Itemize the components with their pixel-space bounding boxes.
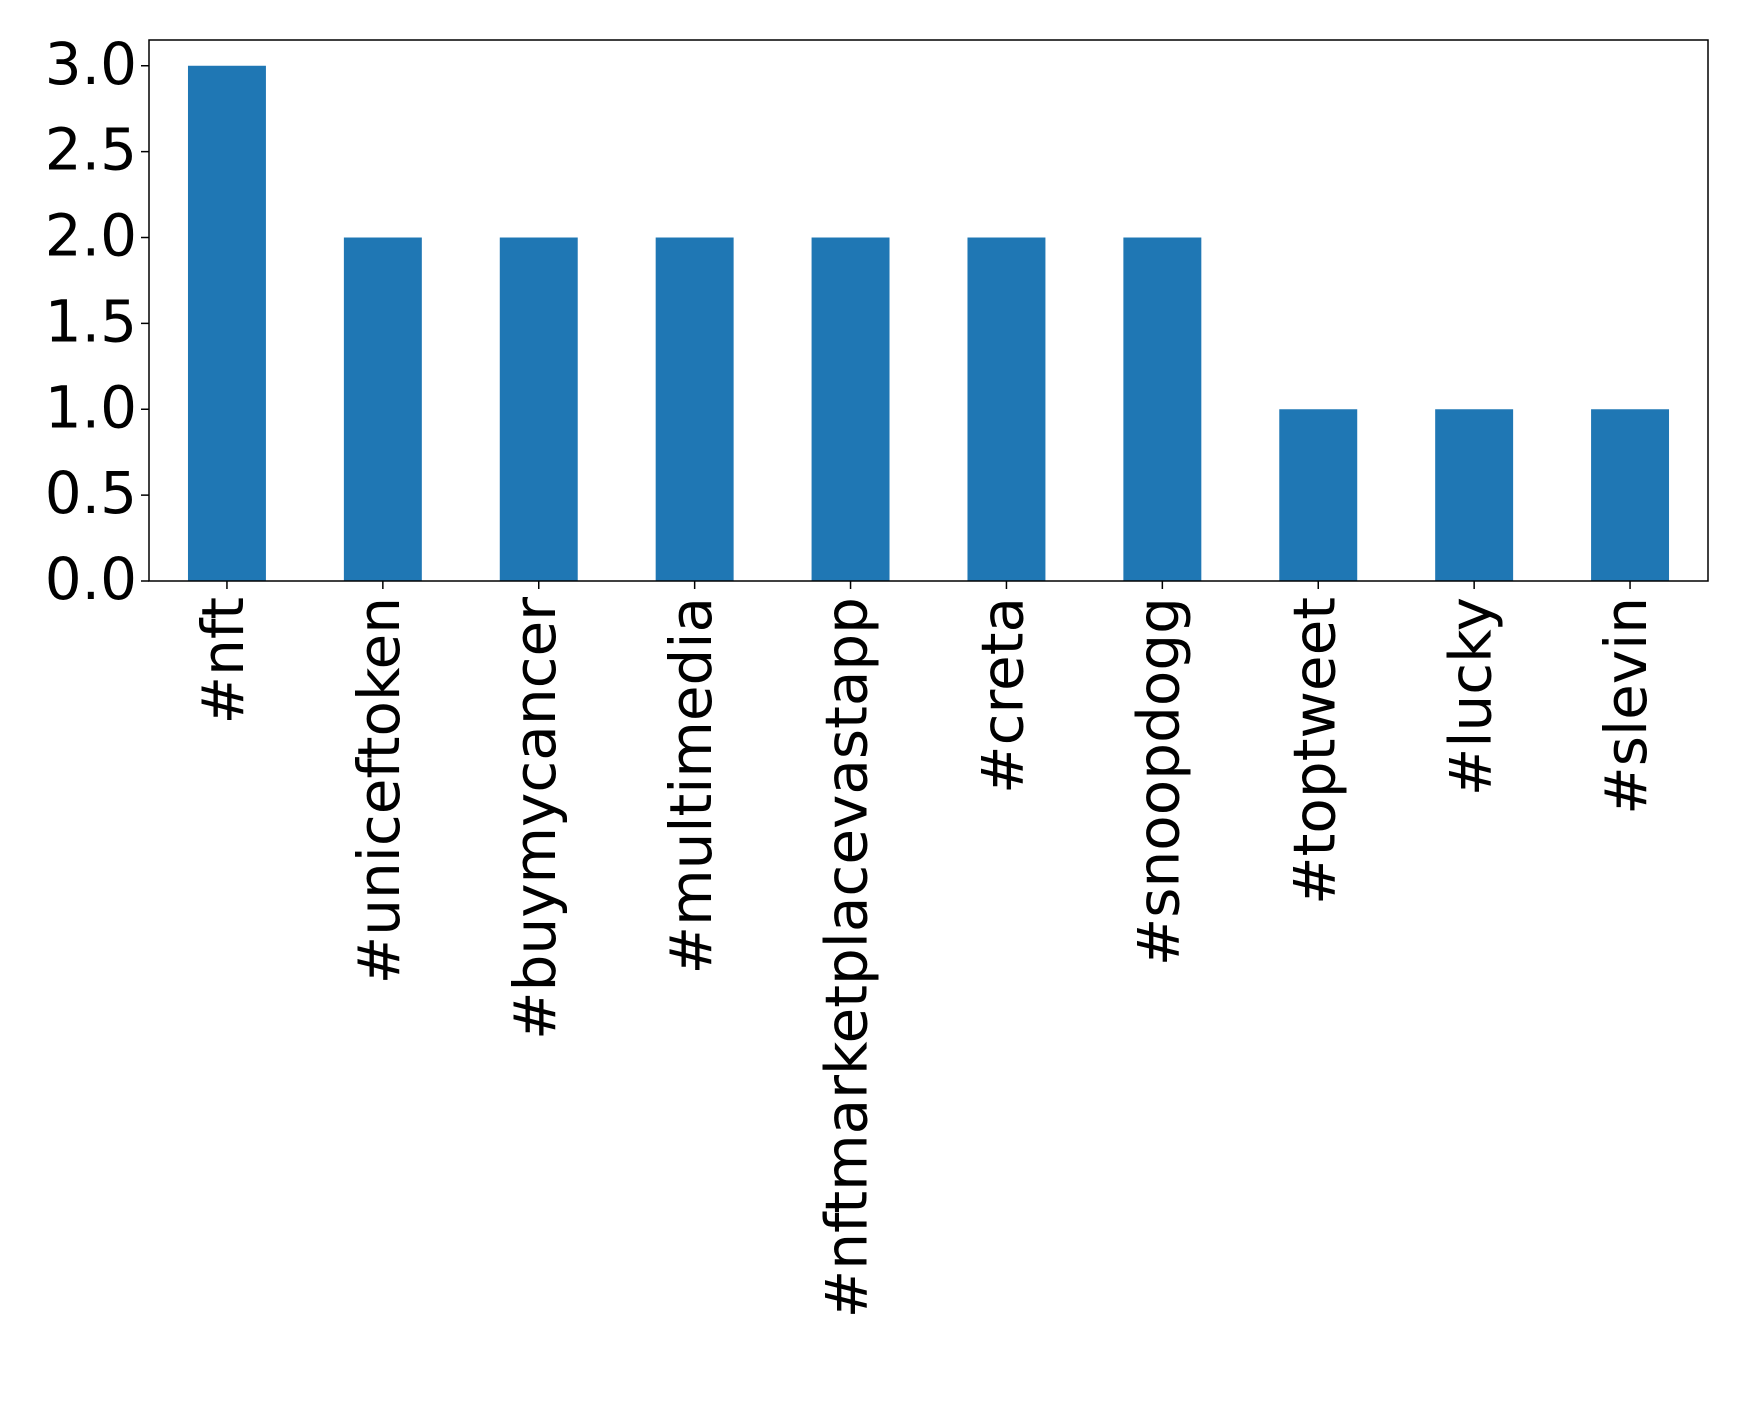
y-tick-label: 3.0 [45,30,137,98]
y-tick-label: 2.5 [45,116,137,184]
x-tick-label: #snoopdogg [1124,597,1192,966]
y-tick-label: 1.0 [45,373,137,441]
bar [811,237,890,581]
y-tick-label: 0.0 [45,545,137,613]
x-tick-label: #multimedia [657,597,725,974]
x-tick-label: #lucky [1436,597,1504,796]
x-tick-label: #toptweet [1280,597,1348,905]
bar [1279,409,1358,581]
bar [1123,237,1202,581]
x-tick-label: #nft [189,597,257,725]
bar [499,237,578,581]
x-tick-label: #nftmarketplacevastapp [813,597,881,1318]
bar [343,237,422,581]
bar [655,237,734,581]
x-tick-label: #uniceftoken [345,597,413,984]
bar [1591,409,1670,581]
y-tick-label: 2.0 [45,202,137,270]
plot-frame [148,39,1709,582]
bar [1435,409,1514,581]
y-tick-label: 1.5 [45,287,137,355]
x-tick-label: #creta [969,597,1037,794]
bar [967,237,1046,581]
x-tick-label: #slevin [1592,597,1660,815]
y-tick-label: 0.5 [45,459,137,527]
x-tick-label: #buymycancer [501,597,569,1040]
bar [187,65,266,581]
